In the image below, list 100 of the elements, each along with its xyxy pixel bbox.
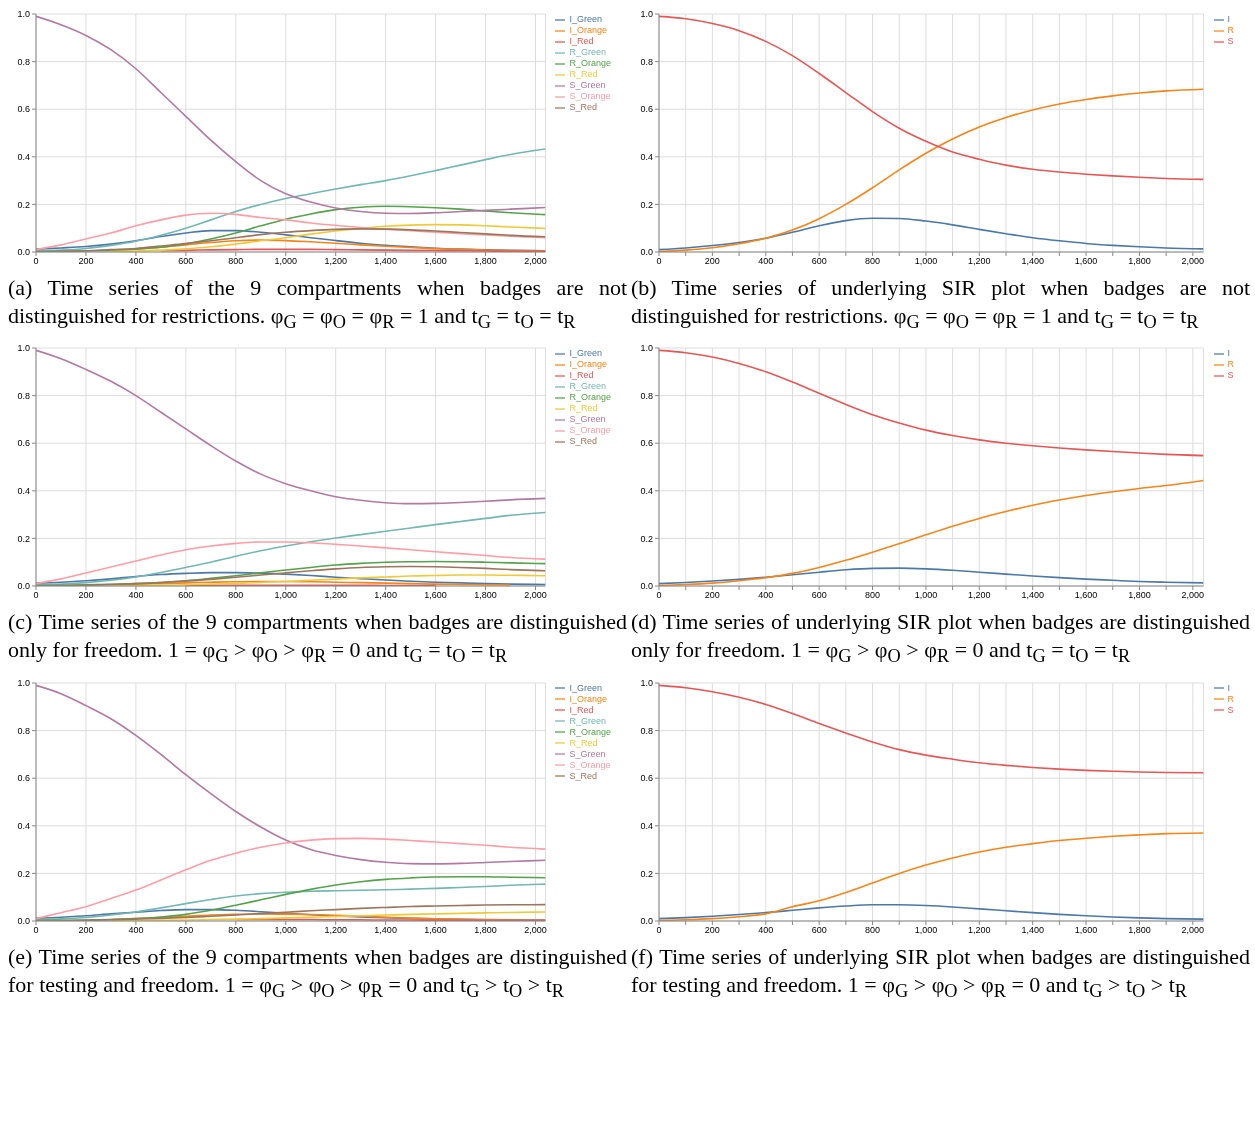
x-tick-label: 2,000: [1181, 590, 1205, 601]
x-tick-label: 200: [704, 925, 720, 936]
x-tick-label: 400: [128, 590, 144, 601]
y-tick-label: 1.0: [640, 677, 653, 688]
y-tick-label: 1.0: [17, 9, 30, 20]
legend-label: S: [1227, 704, 1234, 715]
x-tick-label: 600: [811, 590, 827, 601]
x-tick-label: 1,000: [274, 256, 298, 267]
x-tick-label: 800: [228, 256, 244, 267]
x-tick-label: 600: [811, 925, 827, 936]
text: (f) Time series of underlying SIR plot when badges are distinguished for testing and freedom. 1 = φ$_{G}$ > φ$_{O}$ > φ$_{R}$ = 0 and t$_{G}$ > t$_{O}$ > t$_{R}$: [631, 943, 1250, 1002]
x-tick-label: 600: [178, 256, 194, 267]
y-tick-label: 0.4: [640, 152, 653, 162]
y-tick-label: 0.8: [640, 391, 653, 402]
y-tick-label: 0.0: [17, 247, 30, 258]
y-tick-label: 0.2: [640, 199, 653, 210]
legend-label: I: [1227, 14, 1231, 24]
x-tick-label: 1,800: [474, 925, 497, 936]
y-tick-label: 0.2: [17, 533, 30, 544]
legend-label: I_Green: [569, 682, 602, 693]
legend-label: I_Green: [569, 348, 602, 359]
x-tick-label: 1,000: [274, 590, 298, 601]
legend-label: R_Red: [569, 69, 598, 79]
y-tick-label: 0.4: [640, 820, 653, 831]
legend-label: R_Orange: [569, 58, 611, 68]
x-tick-label: 1,600: [1074, 256, 1098, 267]
x-tick-label: 800: [865, 256, 881, 267]
y-tick-label: 0.0: [640, 581, 653, 592]
legend-label: S: [1227, 370, 1234, 381]
y-tick-label: 0.4: [17, 820, 30, 831]
x-tick-label: 200: [704, 256, 720, 267]
x-tick-label: 1,600: [424, 256, 447, 267]
legend-label: I_Orange: [569, 359, 607, 370]
legend-label: S_Orange: [569, 91, 611, 101]
y-tick-label: 0.4: [17, 152, 30, 162]
x-tick-label: 1,000: [914, 590, 938, 601]
x-tick-label: 400: [758, 256, 774, 267]
legend-label: S_Red: [569, 436, 597, 447]
x-tick-label: 1,200: [324, 590, 347, 601]
y-tick-label: 0.2: [17, 199, 30, 210]
x-tick-label: 1,000: [914, 925, 938, 936]
y-tick-label: 0.8: [17, 391, 30, 402]
legend-label: S_Red: [569, 770, 597, 781]
x-tick-label: 800: [228, 590, 244, 601]
legend-label: I_Red: [569, 370, 594, 381]
legend-label: S: [1227, 36, 1234, 46]
y-tick-label: 1.0: [640, 9, 653, 20]
y-tick-label: 0.4: [640, 486, 653, 497]
y-tick-label: 0.0: [17, 581, 30, 592]
x-tick-label: 1,200: [968, 590, 991, 601]
x-tick-label: 2,000: [524, 590, 547, 601]
x-tick-label: 1,800: [474, 590, 497, 601]
y-tick-label: 0.6: [17, 104, 30, 115]
legend-label: I_Orange: [569, 25, 607, 35]
x-tick-label: 2,000: [524, 925, 547, 936]
x-tick-label: 200: [704, 590, 720, 601]
x-tick-label: 1,800: [1128, 590, 1151, 601]
x-tick-label: 200: [78, 925, 94, 936]
y-tick-label: 0.6: [640, 773, 653, 784]
x-tick-label: 0: [33, 256, 39, 267]
legend-label: R_Green: [569, 381, 606, 392]
x-tick-label: 1,200: [968, 256, 991, 267]
y-tick-label: 0.6: [17, 773, 30, 784]
legend-label: I_Red: [569, 704, 594, 715]
legend-label: I_Green: [569, 14, 602, 24]
x-tick-label: 0: [33, 925, 39, 936]
legend-label: S_Orange: [569, 759, 611, 770]
x-tick-label: 1,600: [1074, 925, 1098, 936]
y-tick-label: 0.8: [640, 725, 653, 736]
legend-label: R: [1227, 25, 1234, 35]
legend-label: S_Green: [569, 748, 606, 759]
legend-label: R_Orange: [569, 392, 611, 403]
text: (a) Time series of the 9 compartments when badges are not distinguished for restrictions. φ$_{G}$ = φ$_{O}$ = φ$_{R}$ = 1 and t$_{G}$ = t$_{O}$ = t$_{R}$: [8, 275, 627, 333]
legend-label: R_Red: [569, 737, 598, 748]
text: (c) Time series of the 9 compartments when badges are distinguished only for freedom. 1 = φ$_{G}$ > φ$_{O}$ > φ$_{R}$ = 0 and t$_{G}$ = t$_{O}$ = t$_{R}$: [8, 609, 627, 667]
x-tick-label: 800: [865, 925, 881, 936]
x-tick-label: 0: [656, 590, 662, 601]
y-tick-label: 0.6: [640, 438, 653, 449]
x-tick-label: 1,400: [1021, 925, 1044, 936]
x-tick-label: 0: [656, 925, 662, 936]
y-tick-label: 1.0: [17, 677, 30, 688]
legend-label: R: [1227, 693, 1234, 704]
x-tick-label: 400: [758, 925, 774, 936]
y-tick-label: 0.8: [640, 56, 653, 67]
x-tick-label: 400: [758, 590, 774, 601]
x-tick-label: 1,600: [424, 590, 447, 601]
legend-label: S_Red: [569, 102, 597, 112]
x-tick-label: 1,600: [424, 925, 447, 936]
y-tick-label: 0.8: [17, 725, 30, 736]
x-tick-label: 1,800: [1128, 925, 1151, 936]
x-tick-label: 2,000: [1181, 256, 1205, 267]
text: (e) Time series of the 9 compartments when badges are distinguished for testing and freedom. 1 = φ$_{G}$ > φ$_{O}$ > φ$_{R}$ = 0 and t$_{G}$ > t$_{O}$ > t$_{R}$: [8, 943, 627, 1002]
x-tick-label: 1,400: [374, 925, 397, 936]
legend-label: R_Green: [569, 47, 606, 57]
x-tick-label: 0: [33, 590, 39, 601]
text: (d) Time series of underlying SIR plot when badges are distinguished only for freedom. 1 = φ$_{G}$ > φ$_{O}$ > φ$_{R}$ = 0 and t$_{G}$ = t$_{O}$ = t$_{R}$: [631, 609, 1250, 667]
x-tick-label: 1,800: [474, 256, 497, 267]
x-tick-label: 200: [78, 256, 94, 267]
legend-label: R_Green: [569, 715, 606, 726]
y-tick-label: 0.0: [17, 915, 30, 926]
